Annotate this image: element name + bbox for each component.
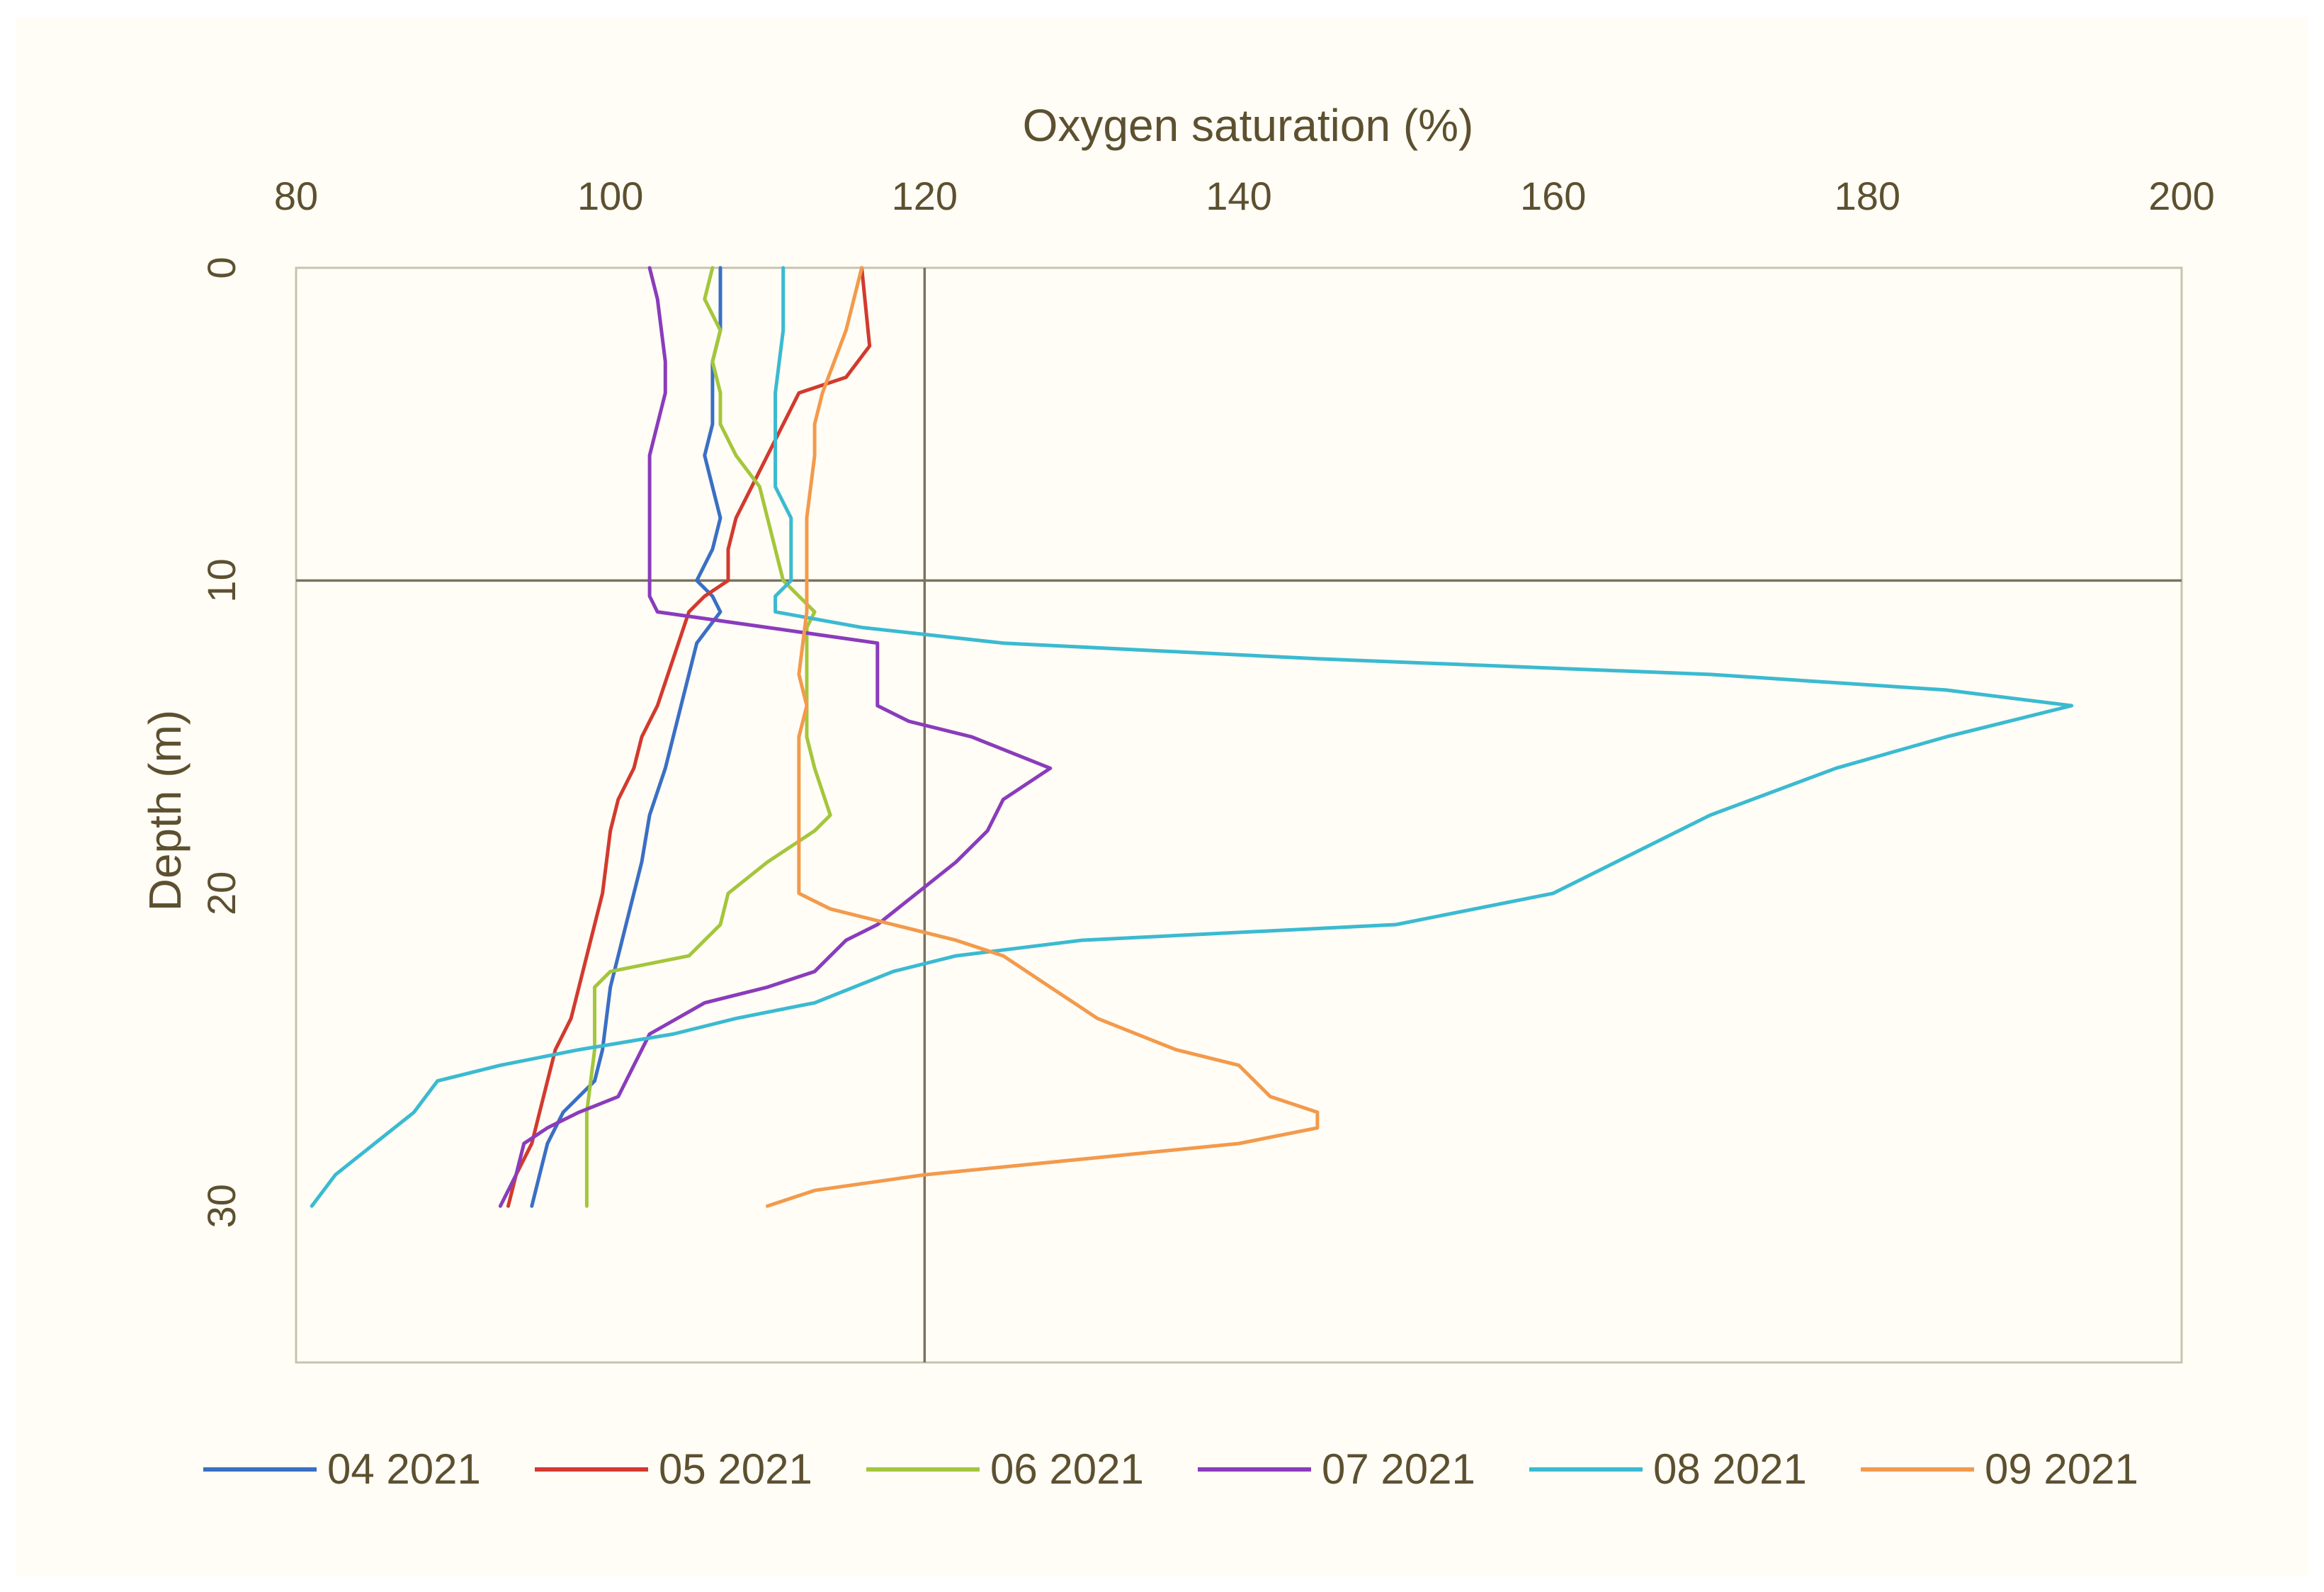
legend-label: 05 2021 — [659, 1445, 812, 1493]
x-tick-label: 140 — [1206, 174, 1271, 218]
y-tick-label: 0 — [199, 256, 244, 278]
x-axis-title: Oxygen saturation (%) — [1023, 100, 1474, 151]
legend-label: 09 2021 — [1985, 1445, 2138, 1493]
series-line-05-2021 — [506, 266, 872, 1208]
y-axis-title: Depth (m) — [140, 710, 191, 912]
x-tick-label: 120 — [892, 174, 958, 218]
x-tick-label: 200 — [2148, 174, 2214, 218]
series-line-09-2021 — [766, 266, 1320, 1208]
series-lines — [310, 266, 2074, 1208]
legend-label: 04 2021 — [327, 1445, 481, 1493]
chart-panel: 80 100 120 140 160 180 200 0 10 20 30 Oxygen satu… — [16, 17, 2308, 1576]
x-tick-label: 80 — [274, 174, 318, 218]
legend: 04 2021 05 2021 06 2021 07 2021 08 2021 09 20… — [203, 1445, 2138, 1493]
legend-label: 06 2021 — [990, 1445, 1144, 1493]
y-tick-label: 10 — [199, 558, 244, 602]
x-tick-label: 180 — [1835, 174, 1900, 218]
series-line-04-2021 — [530, 266, 722, 1208]
series-line-08-2021 — [310, 266, 2074, 1208]
oxygen-saturation-chart: 80 100 120 140 160 180 200 0 10 20 30 Oxygen satu… — [140, 100, 2215, 1493]
series-line-07-2021 — [498, 266, 1053, 1208]
plot-area — [295, 266, 2183, 1364]
y-tick-label: 20 — [199, 871, 244, 915]
y-tick-label: 30 — [199, 1184, 244, 1228]
y-tick-labels: 0 10 20 30 — [199, 256, 244, 1228]
legend-label: 08 2021 — [1653, 1445, 1807, 1493]
x-tick-label: 100 — [577, 174, 643, 218]
legend-label: 07 2021 — [1322, 1445, 1475, 1493]
x-tick-labels: 80 100 120 140 160 180 200 — [274, 174, 2215, 218]
series-line-06-2021 — [584, 266, 832, 1208]
x-tick-label: 160 — [1520, 174, 1586, 218]
